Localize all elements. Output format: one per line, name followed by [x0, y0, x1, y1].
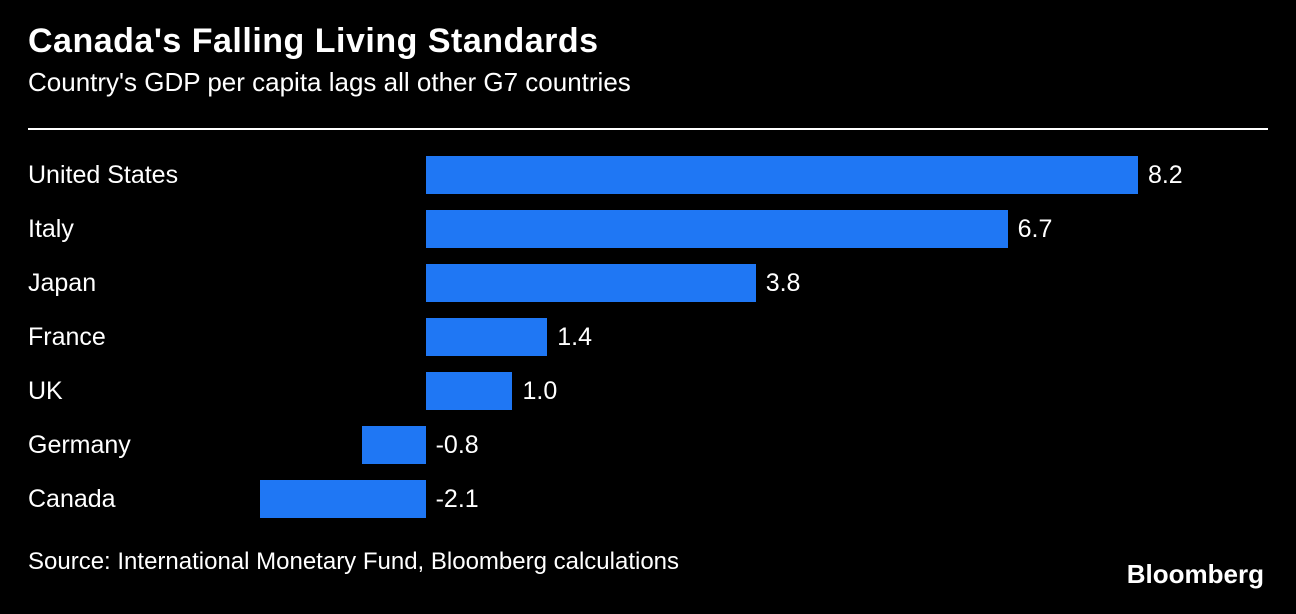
country-label: Japan [28, 269, 228, 298]
bar-row: UK 1.0 [28, 364, 1268, 418]
bar-row: Japan 3.8 [28, 256, 1268, 310]
bar-row: Canada -2.1 [28, 472, 1268, 526]
bar-area: 1.4 [228, 310, 1268, 364]
bar-area: 1.0 [228, 364, 1268, 418]
country-label: Germany [28, 431, 228, 460]
bar-row: Italy 6.7 [28, 202, 1268, 256]
bar [426, 156, 1138, 194]
bar [426, 210, 1008, 248]
chart-title: Canada's Falling Living Standards [28, 22, 1268, 61]
bar [362, 426, 425, 464]
bar-area: 8.2 [228, 148, 1268, 202]
bar [426, 372, 513, 410]
bar-area: -0.8 [228, 418, 1268, 472]
value-label: -0.8 [436, 431, 479, 460]
country-label: United States [28, 161, 228, 190]
bar [426, 318, 548, 356]
bar-area: 3.8 [228, 256, 1268, 310]
country-label: Canada [28, 485, 228, 514]
brand-label: Bloomberg [1127, 559, 1264, 590]
country-label: France [28, 323, 228, 352]
bar-row: United States 8.2 [28, 148, 1268, 202]
bar-chart: United States 8.2 Italy 6.7 Japan 3.8 France 1.… [28, 148, 1268, 526]
bar [426, 264, 756, 302]
chart-source: Source: International Monetary Fund, Blo… [28, 548, 1268, 576]
bar-area: 6.7 [228, 202, 1268, 256]
value-label: -2.1 [436, 485, 479, 514]
bar-row: Germany -0.8 [28, 418, 1268, 472]
value-label: 3.8 [766, 269, 801, 298]
country-label: Italy [28, 215, 228, 244]
chart-container: Canada's Falling Living Standards Countr… [0, 0, 1296, 614]
value-label: 8.2 [1148, 161, 1183, 190]
bar-area: -2.1 [228, 472, 1268, 526]
chart-subtitle: Country's GDP per capita lags all other … [28, 67, 1268, 98]
chart-divider [28, 128, 1268, 130]
country-label: UK [28, 377, 228, 406]
value-label: 1.4 [557, 323, 592, 352]
value-label: 6.7 [1018, 215, 1053, 244]
value-label: 1.0 [522, 377, 557, 406]
bar-row: France 1.4 [28, 310, 1268, 364]
bar [260, 480, 426, 518]
